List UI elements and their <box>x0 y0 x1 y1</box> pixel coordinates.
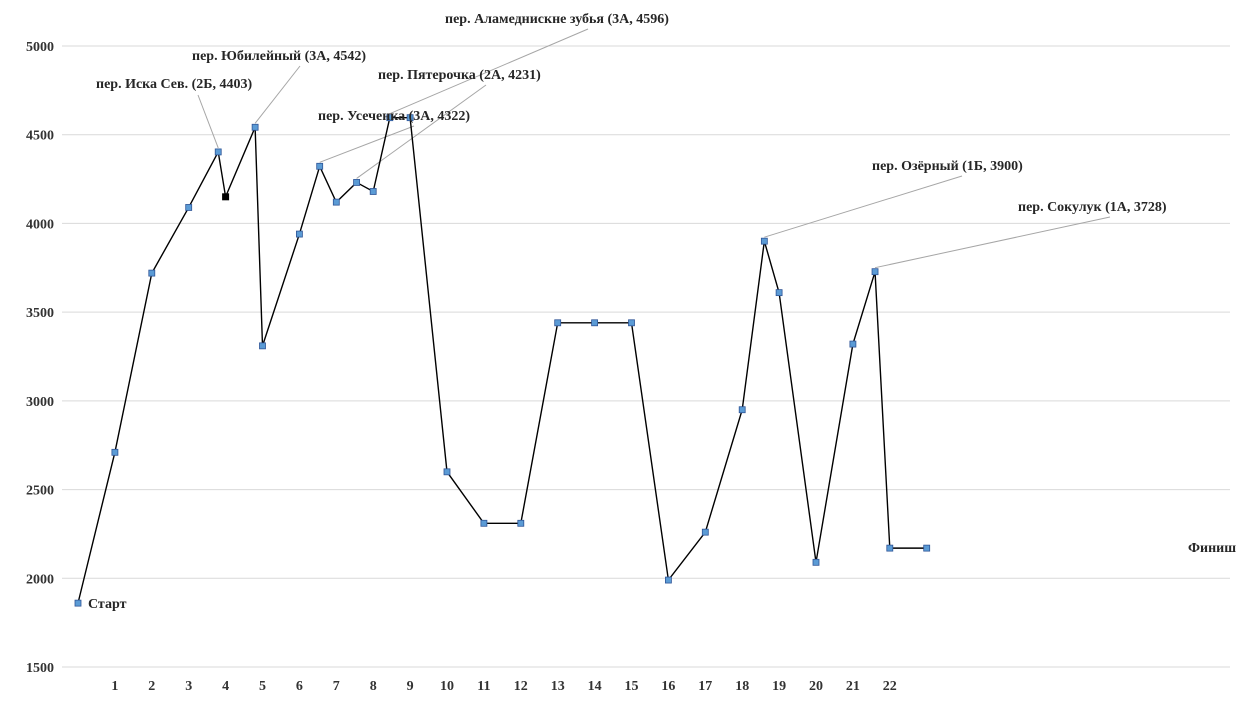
data-point-11 <box>353 179 360 186</box>
x-tick-label-19: 19 <box>772 679 786 694</box>
elevation-line <box>77 116 927 604</box>
y-axis-ticks: 1500 2000 2500 3000 3500 4000 4500 5000 <box>26 40 54 676</box>
data-point-15 <box>443 468 451 476</box>
annotation-label-0: Старт <box>88 597 127 612</box>
data-point-17 <box>517 519 525 527</box>
annotation-label-4: пер. Пятерочка (2А, 4231) <box>378 68 541 83</box>
x-tick-label-15: 15 <box>625 679 639 694</box>
x-tick-label-13: 13 <box>551 679 565 694</box>
y-tick-label-1500: 1500 <box>26 661 54 676</box>
data-point-13 <box>386 114 394 122</box>
data-point-16 <box>480 519 488 527</box>
data-point-3 <box>185 204 193 211</box>
annotation-leader-2 <box>254 65 301 124</box>
annotation-label-8: Финиш <box>1188 541 1236 556</box>
y-tick-label-2000: 2000 <box>26 572 54 587</box>
annotation-leaders <box>197 28 1111 269</box>
data-point-18 <box>554 319 562 327</box>
x-tick-label-3: 3 <box>185 679 192 694</box>
data-point-29 <box>886 544 894 552</box>
x-tick-label-20: 20 <box>809 679 823 694</box>
y-tick-label-3500: 3500 <box>26 306 54 321</box>
annotation-leader-7 <box>874 216 1111 269</box>
annotation-label-3: пер. Усеченка (3А, 4322) <box>318 109 470 124</box>
annotation-leader-3 <box>319 125 415 163</box>
data-point-12 <box>369 188 377 195</box>
x-tick-label-6: 6 <box>296 679 303 694</box>
annotation-leader-6 <box>764 175 963 238</box>
x-tick-label-18: 18 <box>735 679 749 694</box>
data-point-8 <box>295 230 303 238</box>
x-tick-label-4: 4 <box>222 679 229 694</box>
annotation-label-1: пер. Иска Сев. (2Б, 4403) <box>96 77 252 92</box>
data-point-27 <box>849 340 857 348</box>
data-point-26 <box>812 558 820 566</box>
x-tick-label-8: 8 <box>370 679 377 694</box>
x-axis-ticks: 1 2 3 4 5 6 7 8 9 10 11 12 13 14 15 16 17 18 19 20 21 22 <box>111 679 896 694</box>
data-point-9 <box>316 162 324 170</box>
annotation-label-7: пер. Сокулук (1А, 3728) <box>1018 200 1167 215</box>
x-tick-label-17: 17 <box>698 679 712 694</box>
data-point-5 <box>222 193 230 201</box>
data-point-7 <box>259 342 266 350</box>
x-tick-label-1: 1 <box>111 679 118 694</box>
data-point-30 <box>923 544 931 552</box>
data-point-24 <box>760 237 768 245</box>
data-point-0 <box>74 599 82 607</box>
x-tick-label-5: 5 <box>259 679 266 694</box>
x-tick-label-7: 7 <box>333 679 340 694</box>
data-point-22 <box>701 528 709 536</box>
y-tick-label-4000: 4000 <box>26 217 54 232</box>
annotation-leader-5 <box>389 28 589 115</box>
grid-layer <box>62 45 1230 668</box>
data-point-25 <box>775 289 783 297</box>
data-point-28 <box>871 268 879 276</box>
data-point-10 <box>332 198 340 206</box>
x-tick-label-22: 22 <box>883 679 897 694</box>
x-tick-label-11: 11 <box>477 679 490 694</box>
data-point-6 <box>251 123 259 131</box>
x-tick-label-21: 21 <box>846 679 860 694</box>
annotation-labels: Старт пер. Иска Сев. (2Б, 4403) пер. Юбиле… <box>88 12 1236 612</box>
x-tick-label-12: 12 <box>514 679 528 694</box>
annotation-leader-4 <box>356 84 487 179</box>
annotation-label-5: пер. Аламеднискне зубья (3А, 4596) <box>445 12 669 27</box>
data-point-14 <box>406 114 414 122</box>
annotation-label-2: пер. Юбилейный (3А, 4542) <box>192 49 366 64</box>
annotation-leader-1 <box>197 94 219 149</box>
x-tick-label-9: 9 <box>407 679 414 694</box>
series-markers <box>74 114 931 607</box>
data-point-19 <box>591 319 598 327</box>
annotation-label-6: пер. Озёрный (1Б, 3900) <box>872 159 1023 174</box>
data-point-1 <box>111 448 119 456</box>
y-tick-label-3000: 3000 <box>26 395 54 410</box>
x-tick-label-10: 10 <box>440 679 454 694</box>
x-tick-label-16: 16 <box>661 679 675 694</box>
data-point-20 <box>628 319 635 327</box>
x-tick-label-14: 14 <box>588 679 602 694</box>
data-point-4 <box>214 148 222 156</box>
data-point-21 <box>665 576 672 584</box>
y-tick-label-2500: 2500 <box>26 484 54 499</box>
series-line-layer <box>77 116 927 604</box>
x-tick-label-2: 2 <box>148 679 155 694</box>
y-tick-label-5000: 5000 <box>26 40 54 55</box>
y-tick-label-4500: 4500 <box>26 129 54 144</box>
data-point-2 <box>148 269 156 277</box>
data-point-23 <box>738 406 746 414</box>
